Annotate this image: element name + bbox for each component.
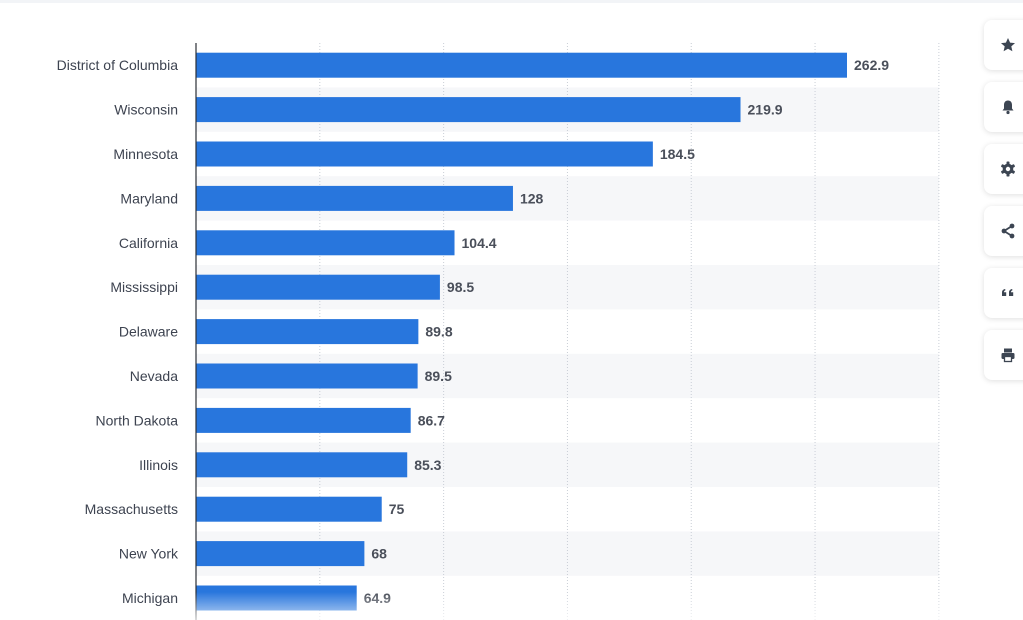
bar [196, 185, 513, 211]
cite-button[interactable] [984, 268, 1023, 318]
category-label: New York [119, 546, 179, 562]
bar [196, 541, 365, 567]
value-label: 68 [371, 546, 387, 562]
bar [196, 585, 357, 611]
bar [196, 141, 653, 167]
bar [196, 274, 440, 300]
value-label: 128 [520, 190, 544, 206]
chart-svg: 262.9 District of Columbia 219.9 Wisconsin 1… [57, 43, 940, 620]
star-icon [1001, 38, 1015, 52]
value-label: 219.9 [748, 102, 783, 118]
category-label: Mississippi [110, 279, 178, 295]
bar [196, 452, 408, 478]
category-label: Michigan [122, 590, 178, 606]
value-label: 86.7 [418, 412, 445, 428]
value-label: 85.3 [414, 457, 441, 473]
bar [196, 407, 411, 433]
print-icon [1001, 348, 1015, 363]
category-label: Nevada [130, 368, 178, 384]
category-label: District of Columbia [57, 57, 179, 73]
value-label: 104.4 [462, 235, 497, 251]
category-label: North Dakota [96, 412, 179, 428]
print-button[interactable] [984, 330, 1023, 380]
category-label: California [119, 235, 178, 251]
bar [196, 97, 741, 123]
value-label: 89.5 [425, 368, 452, 384]
value-label: 64.9 [364, 590, 391, 606]
category-label: Wisconsin [114, 102, 178, 118]
category-label: Maryland [120, 190, 178, 206]
category-label: Illinois [139, 457, 178, 473]
share-button[interactable] [984, 206, 1023, 256]
bar-chart: 262.9 District of Columbia 219.9 Wisconsin 1… [57, 43, 940, 620]
category-label: Minnesota [113, 146, 178, 162]
category-label: Massachusetts [85, 501, 178, 517]
category-label: Delaware [119, 324, 178, 340]
bar [196, 319, 419, 345]
value-label: 184.5 [660, 146, 695, 162]
gear-icon [1001, 161, 1015, 177]
settings-button[interactable] [984, 144, 1023, 194]
bell-icon [1002, 100, 1014, 115]
value-label: 89.8 [425, 324, 452, 340]
share-icon [1001, 223, 1015, 239]
value-label: 75 [389, 501, 405, 517]
bar [196, 230, 455, 256]
value-label: 98.5 [447, 279, 474, 295]
top-border [0, 0, 1023, 3]
bar [196, 52, 847, 78]
chart-toolbar [984, 20, 1023, 392]
bar [196, 363, 418, 389]
bar [196, 496, 382, 522]
value-label: 262.9 [854, 57, 889, 73]
star-button[interactable] [984, 20, 1023, 70]
quote-icon [1002, 289, 1014, 296]
notification-button[interactable] [984, 82, 1023, 132]
